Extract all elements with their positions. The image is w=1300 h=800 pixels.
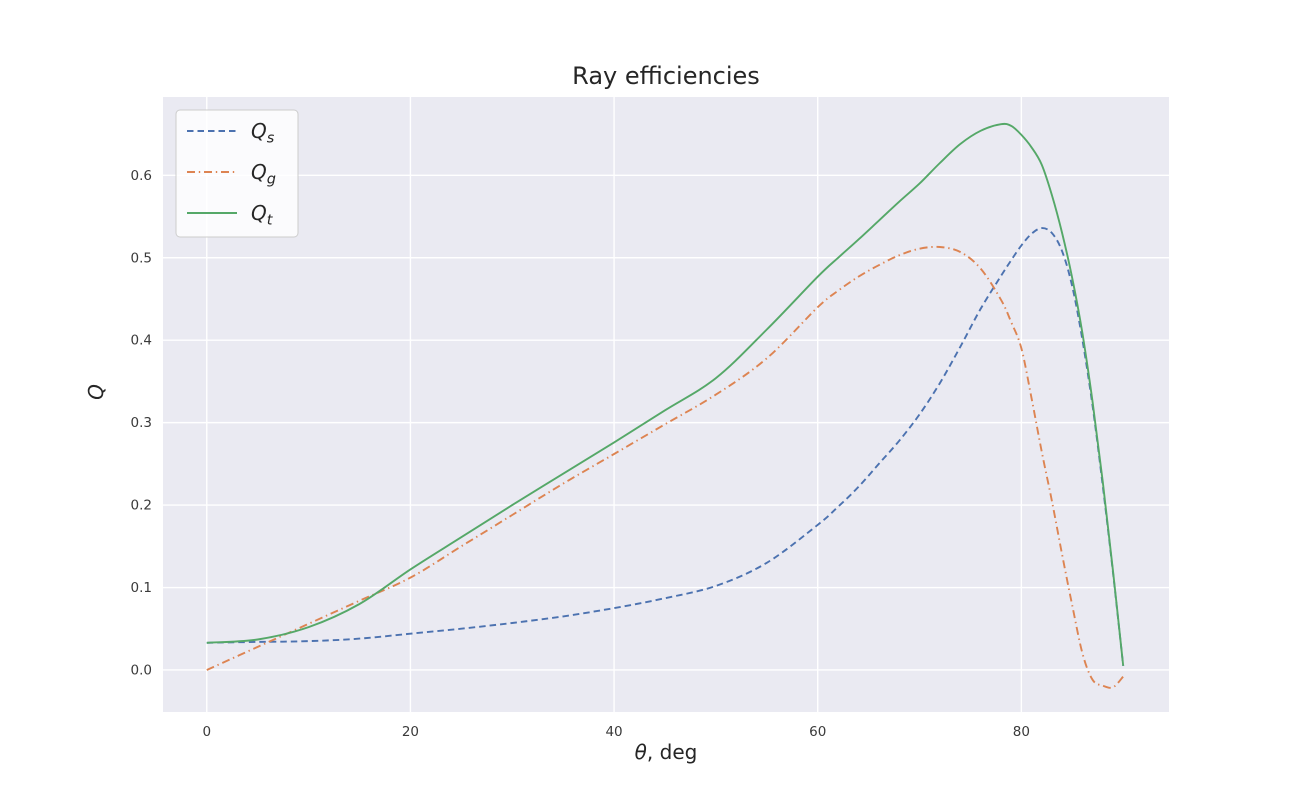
x-axis-label: θ, deg (163, 740, 1169, 764)
series-line-Qg (206, 245, 1124, 689)
x-tick-label: 80 (1013, 724, 1030, 740)
legend-box (175, 109, 299, 238)
x-tick-label: 20 (402, 724, 419, 740)
y-tick-label: 0.2 (131, 498, 152, 514)
x-axis-label-units: , deg (646, 740, 698, 764)
y-tick-label: 0.4 (131, 333, 152, 349)
x-tick-label: 60 (809, 724, 826, 740)
y-axis-label: Q (84, 384, 108, 400)
series-line-Qs (206, 227, 1125, 666)
y-tick-label: 0.3 (131, 415, 152, 431)
x-tick-label: 40 (605, 724, 622, 740)
x-tick-label: 0 (202, 724, 211, 740)
y-tick-label: 0.5 (131, 250, 152, 266)
y-tick-label: 0.6 (131, 168, 152, 184)
y-tick-label: 0.0 (131, 662, 152, 678)
series-line-Qt (206, 122, 1125, 666)
chart-title: Ray efficiencies (572, 62, 760, 90)
y-tick-label: 0.1 (131, 580, 152, 596)
plot-area (163, 97, 1169, 712)
x-axis-label-theta: θ (634, 740, 647, 764)
